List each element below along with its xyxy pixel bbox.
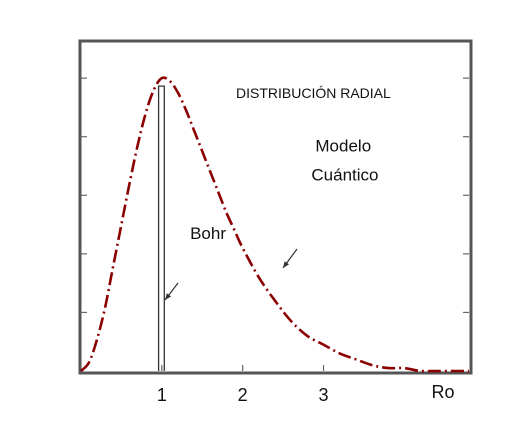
bohr-arrow-icon <box>164 282 179 301</box>
chart-title: DISTRIBUCIÓN RADIAL <box>236 85 391 101</box>
axis-ticks <box>81 77 469 371</box>
modelo-annotation: Modelo <box>315 136 371 155</box>
x-tick-labels: 1 2 3 <box>157 385 329 405</box>
x-tick-label-1: 1 <box>157 385 167 405</box>
cuantico-annotation: Cuántico <box>311 166 378 185</box>
series-modelo-cuantico-line <box>80 76 469 373</box>
x-tick-label-3: 3 <box>318 385 328 405</box>
bohr-annotation: Bohr <box>190 224 226 243</box>
bohr-spike <box>157 85 165 371</box>
annotation-arrows <box>164 248 298 301</box>
modelo-arrow-icon <box>282 248 298 269</box>
x-tick-label-2: 2 <box>238 385 248 405</box>
plot-frame <box>78 39 473 375</box>
ro-tick-label: Ro <box>431 382 454 402</box>
